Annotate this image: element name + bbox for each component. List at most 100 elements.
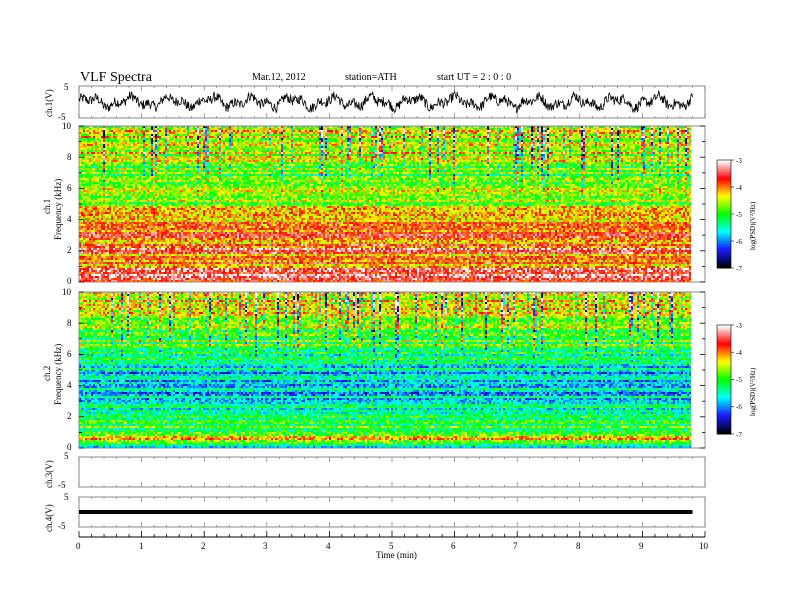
spectrogram-cell (121, 234, 123, 236)
spectrogram-cell (133, 248, 135, 250)
spectrogram-cell (109, 236, 111, 238)
spectrogram-cell (127, 268, 129, 270)
spectrogram-cell (131, 160, 133, 162)
spectrogram-cell (131, 228, 133, 230)
spectrogram-cell (87, 142, 89, 144)
spectrogram-cell (95, 260, 97, 262)
spectrogram-cell (99, 156, 101, 158)
spectrogram-cell (125, 250, 127, 252)
spectrogram-cell (89, 208, 91, 210)
spectrogram-cell (129, 146, 131, 148)
spectrogram-cell (103, 142, 105, 144)
spectrogram-cell (109, 214, 111, 216)
spectrogram-cell (115, 258, 117, 260)
spectrogram-cell (115, 134, 117, 136)
spectrogram-cell (121, 138, 123, 140)
spectrogram-cell (83, 248, 85, 250)
spectrogram-cell (107, 260, 109, 262)
spectrogram-cell (81, 254, 83, 256)
spectrogram-cell (97, 200, 99, 202)
spectrogram-cell (87, 240, 89, 242)
spectrogram-cell (135, 140, 137, 142)
spectrogram-cell (127, 212, 129, 214)
spectrogram-cell (103, 180, 105, 182)
spectrogram-cell (85, 196, 87, 198)
spectrogram-cell (117, 254, 119, 256)
spectrogram-cell (131, 268, 133, 270)
spectrogram-cell (107, 134, 109, 136)
spectrogram-cell (97, 140, 99, 142)
spectrogram-cell (105, 254, 107, 256)
spectrogram-cell (103, 218, 105, 220)
spectrogram-cell (123, 186, 125, 188)
spectrogram-cell (95, 178, 97, 180)
spectrogram-cell (101, 144, 103, 146)
spectrogram-cell (117, 256, 119, 258)
spectrogram-cell (93, 266, 95, 268)
spectrogram-cell (129, 218, 131, 220)
spectrogram-cell (121, 168, 123, 170)
spectrogram-cell (121, 172, 123, 174)
spectrogram-cell (89, 252, 91, 254)
spectrogram-cell (103, 138, 105, 140)
spectrogram-cell (129, 198, 131, 200)
spectrogram-cell (105, 140, 107, 142)
spectrogram-cell (89, 192, 91, 194)
spectrogram-cell (105, 204, 107, 206)
spectrogram-cell (93, 232, 95, 234)
spectrogram-cell (113, 250, 115, 252)
spectrogram-cell (93, 158, 95, 160)
spectrogram-cell (87, 270, 89, 272)
spectrogram-cell (83, 182, 85, 184)
spectrogram-cell (125, 204, 127, 206)
spectrogram-cell (103, 176, 105, 178)
spectrogram-cell (85, 244, 87, 246)
spectrogram-cell (109, 156, 111, 158)
spectrogram-cell (133, 202, 135, 204)
spectrogram-cell (93, 276, 95, 278)
spectrogram-cell (83, 220, 85, 222)
spectrogram-cell (109, 194, 111, 196)
spectrogram-cell (131, 166, 133, 168)
spectrogram-cell (121, 140, 123, 142)
spectrogram-cell (101, 240, 103, 242)
spectrogram-cell (95, 182, 97, 184)
spectrogram-cell (81, 132, 83, 134)
spectrogram-cell (127, 226, 129, 228)
spectrogram-cell (113, 178, 115, 180)
spectrogram-cell (119, 140, 121, 142)
spectrogram-cell (107, 218, 109, 220)
spectrogram-cell (133, 240, 135, 242)
spectrogram-cell (121, 228, 123, 230)
spectrogram-cell (109, 254, 111, 256)
spectrogram-cell (101, 140, 103, 142)
spectrogram-cell (121, 252, 123, 254)
spectrogram-cell (107, 198, 109, 200)
spectrogram-cell (93, 256, 95, 258)
spectrogram-cell (129, 254, 131, 256)
spectrogram-cell (95, 242, 97, 244)
spectrogram-cell (131, 172, 133, 174)
spectrogram-cell (115, 210, 117, 212)
spectrogram-cell (115, 230, 117, 232)
spectrogram-cell (85, 226, 87, 228)
spectrogram-cell (133, 274, 135, 276)
spectrogram-cell (127, 210, 129, 212)
spectrogram-cell (115, 226, 117, 228)
spectrogram-cell (121, 232, 123, 234)
spectrogram-cell (81, 208, 83, 210)
spectrogram-cell (119, 136, 121, 138)
spectrogram-cell (119, 192, 121, 194)
spectrogram-cell (101, 260, 103, 262)
spectrogram-cell (85, 266, 87, 268)
spectrogram-cell (101, 130, 103, 132)
spectrogram-cell (105, 160, 107, 162)
spectrogram-cell (107, 148, 109, 150)
spectrogram-cell (99, 206, 101, 208)
spectrogram-cell (135, 136, 137, 138)
spectrogram-cell (89, 144, 91, 146)
spectrogram-cell (117, 162, 119, 164)
spectrogram-cell (109, 148, 111, 150)
spectrogram-cell (101, 252, 103, 254)
spectrogram-cell (85, 134, 87, 136)
